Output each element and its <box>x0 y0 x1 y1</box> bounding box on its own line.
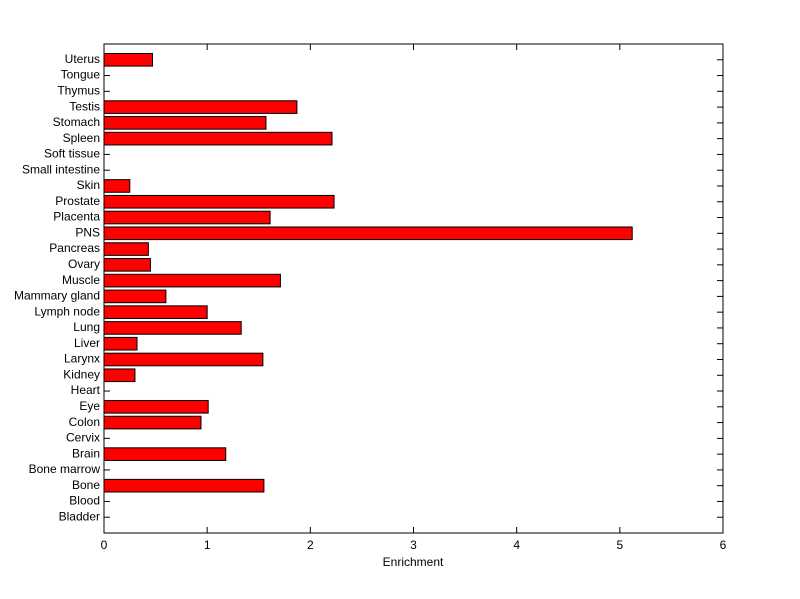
y-tick-label: Testis <box>69 99 100 113</box>
bar <box>103 415 202 430</box>
y-tick-label: Bone <box>72 478 100 492</box>
y-tick-label: Prostate <box>55 194 100 208</box>
y-tick-label: Blood <box>69 494 100 508</box>
y-tick-label: Ovary <box>68 257 100 271</box>
bar <box>103 116 267 130</box>
y-tick-label: Brain <box>72 446 100 460</box>
bar <box>103 321 242 335</box>
y-tick-label: Tongue <box>61 68 101 82</box>
y-tick-label: Spleen <box>63 131 100 145</box>
bar <box>103 273 281 288</box>
y-tick-label: Eye <box>79 399 100 413</box>
y-tick-label: Lung <box>73 320 100 334</box>
bar <box>103 305 208 319</box>
y-tick-label: Pancreas <box>49 241 100 255</box>
y-tick-label: Uterus <box>65 52 100 66</box>
y-tick-label: Placenta <box>53 210 100 224</box>
y-tick-label: Lymph node <box>34 304 100 318</box>
bar <box>103 289 167 304</box>
x-tick-label: 0 <box>101 538 108 552</box>
bar <box>103 52 153 67</box>
y-tick-label: Small intestine <box>22 162 100 176</box>
y-tick-label: Skin <box>77 178 100 192</box>
x-axis-label: Enrichment <box>383 555 444 569</box>
bar <box>103 226 633 241</box>
y-tick-label: Liver <box>74 336 100 350</box>
bar <box>103 352 264 367</box>
x-tick-label: 5 <box>616 538 623 552</box>
y-tick-label: Bladder <box>59 509 100 523</box>
y-tick-label: Colon <box>69 415 100 429</box>
x-tick-label: 3 <box>410 538 417 552</box>
y-tick-label: Muscle <box>62 273 100 287</box>
y-tick-label: PNS <box>75 225 100 239</box>
x-tick-label: 1 <box>204 538 211 552</box>
y-tick-label: Bone marrow <box>29 462 101 476</box>
x-tick-label: 4 <box>513 538 520 552</box>
bar <box>103 179 131 193</box>
bar <box>103 242 149 256</box>
bar <box>103 194 335 209</box>
y-tick-label: Mammary gland <box>14 289 100 303</box>
y-tick-label: Stomach <box>53 115 100 129</box>
y-tick-label: Larynx <box>64 352 100 366</box>
bar <box>103 100 298 114</box>
bar <box>103 478 265 493</box>
bar <box>103 368 136 383</box>
y-tick-label: Kidney <box>63 367 100 381</box>
bar <box>103 336 138 351</box>
y-tick-label: Heart <box>71 383 101 397</box>
y-tick-label: Thymus <box>57 83 100 97</box>
x-tick-label: 6 <box>720 538 727 552</box>
bar <box>103 399 209 414</box>
bar <box>103 210 271 225</box>
y-tick-label: Soft tissue <box>44 147 100 161</box>
bar <box>103 447 227 461</box>
x-tick-label: 2 <box>307 538 314 552</box>
plot-frame <box>103 43 724 534</box>
y-tick-label: Cervix <box>66 431 100 445</box>
bar <box>103 258 151 272</box>
bar <box>103 131 333 146</box>
